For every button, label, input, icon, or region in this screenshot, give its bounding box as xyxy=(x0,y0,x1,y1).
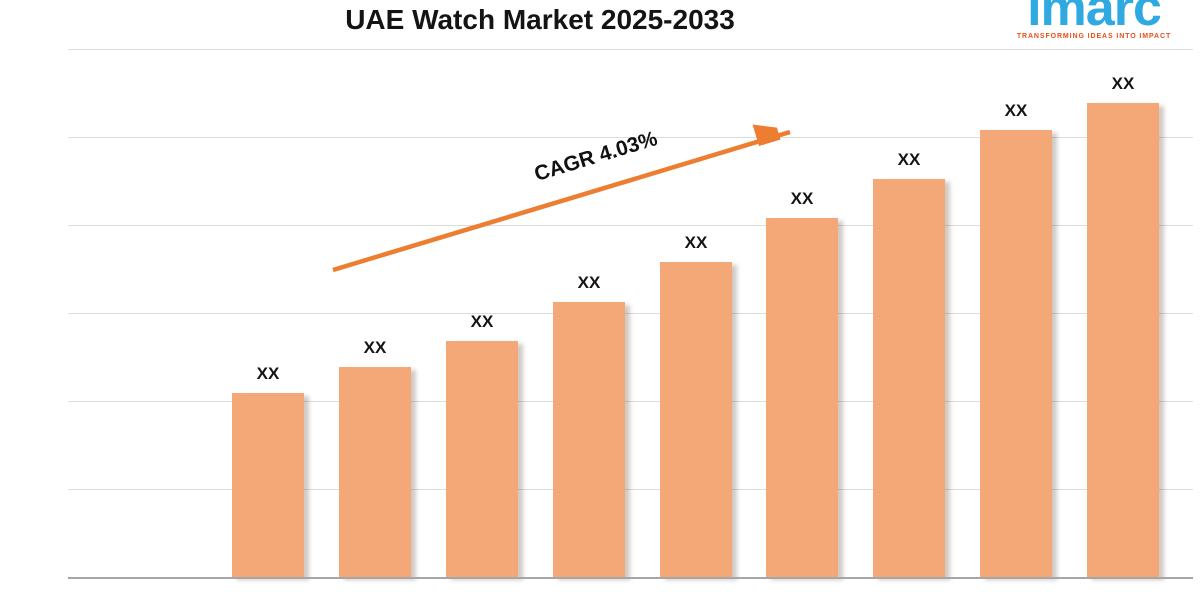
imarc-wordmark: imarc xyxy=(1027,0,1162,37)
bar-value-label: XX xyxy=(1004,101,1028,120)
bar-value-label: XX xyxy=(577,273,601,292)
imarc-tagline: TRANSFORMING IDEAS INTO IMPACT xyxy=(1016,32,1172,40)
imarc-logo: imarc TRANSFORMING IDEAS INTO IMPACT xyxy=(1014,0,1174,40)
bar xyxy=(660,262,732,577)
bar xyxy=(339,367,411,577)
gridline xyxy=(68,401,1193,402)
gridline xyxy=(68,313,1193,314)
bar-value-label: XX xyxy=(790,189,814,208)
bar xyxy=(232,393,304,577)
bar-value-label: XX xyxy=(684,233,708,252)
x-axis-line xyxy=(68,577,1193,579)
bar-value-label: XX xyxy=(256,364,280,383)
bar xyxy=(980,130,1052,577)
bar-value-label: XX xyxy=(470,312,494,331)
bar-value-label: XX xyxy=(363,338,387,357)
bar xyxy=(766,218,838,577)
bar xyxy=(873,179,945,577)
bar xyxy=(446,341,518,577)
bar xyxy=(1087,103,1159,577)
bar-value-label: XX xyxy=(897,150,921,169)
bar xyxy=(553,302,625,577)
page-title: UAE Watch Market 2025-2033 xyxy=(345,4,735,35)
gridline xyxy=(68,489,1193,490)
gridline xyxy=(68,49,1193,50)
bar-value-label: XX xyxy=(1111,74,1135,93)
